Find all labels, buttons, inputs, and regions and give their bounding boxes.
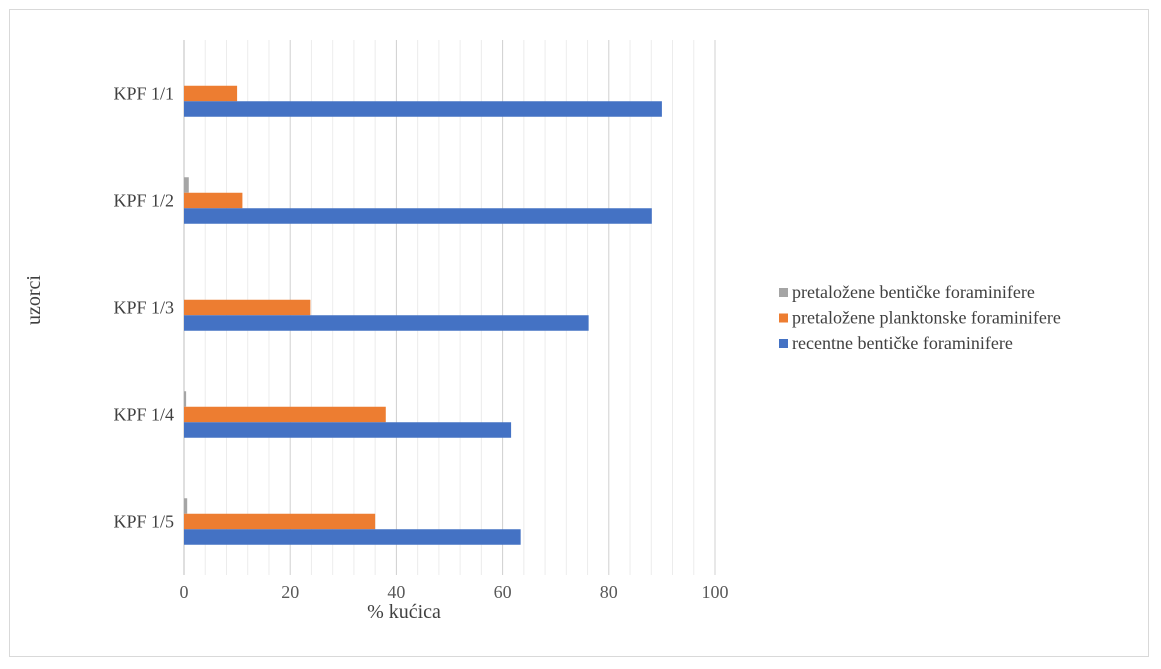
x-axis-title: % kućica (367, 601, 441, 623)
bar (184, 406, 386, 423)
category-label: KPF 1/1 (113, 84, 174, 104)
bar (184, 85, 238, 102)
x-tick-label: 60 (494, 582, 512, 602)
bar (184, 177, 189, 193)
legend-swatch (779, 339, 788, 348)
legend-label: pretaložene planktonske foraminifere (792, 308, 1061, 328)
category-label: KPF 1/5 (113, 512, 174, 532)
bars (184, 85, 662, 545)
bar (184, 192, 243, 209)
legend-swatch (779, 313, 788, 323)
category-label: KPF 1/2 (113, 191, 174, 211)
legend-label: recentne bentičke foraminifere (792, 333, 1013, 353)
bar (184, 422, 512, 438)
legend: pretaložene bentičke foraminifere pretalo… (779, 282, 1061, 353)
x-tick-label: 40 (387, 582, 405, 602)
bar (184, 529, 521, 545)
category-label: KPF 1/3 (113, 298, 174, 318)
x-tick-label: 0 (180, 582, 189, 602)
bar (184, 391, 187, 407)
bar (184, 498, 188, 514)
bar (184, 101, 662, 117)
bar (184, 315, 589, 331)
x-axis-ticks: 0 20 40 60 80 100 (180, 582, 729, 602)
category-label: KPF 1/4 (113, 405, 174, 425)
x-tick-label: 100 (702, 582, 729, 602)
bar (184, 513, 376, 530)
x-tick-label: 80 (600, 582, 618, 602)
legend-label: pretaložene bentičke foraminifere (792, 282, 1035, 302)
category-labels: KPF 1/1 KPF 1/2 KPF 1/3 KPF 1/4 KPF 1/5 (113, 84, 174, 532)
y-axis-title: uzorci (23, 275, 45, 325)
chart-frame: 0 20 40 60 80 100 KPF 1/1 KPF 1/2 KPF 1/3 KPF 1/… (9, 9, 1149, 657)
x-tick-label: 20 (281, 582, 299, 602)
bar (184, 208, 652, 224)
bar (184, 299, 311, 316)
legend-swatch (779, 288, 788, 297)
grid-lines (183, 40, 716, 575)
